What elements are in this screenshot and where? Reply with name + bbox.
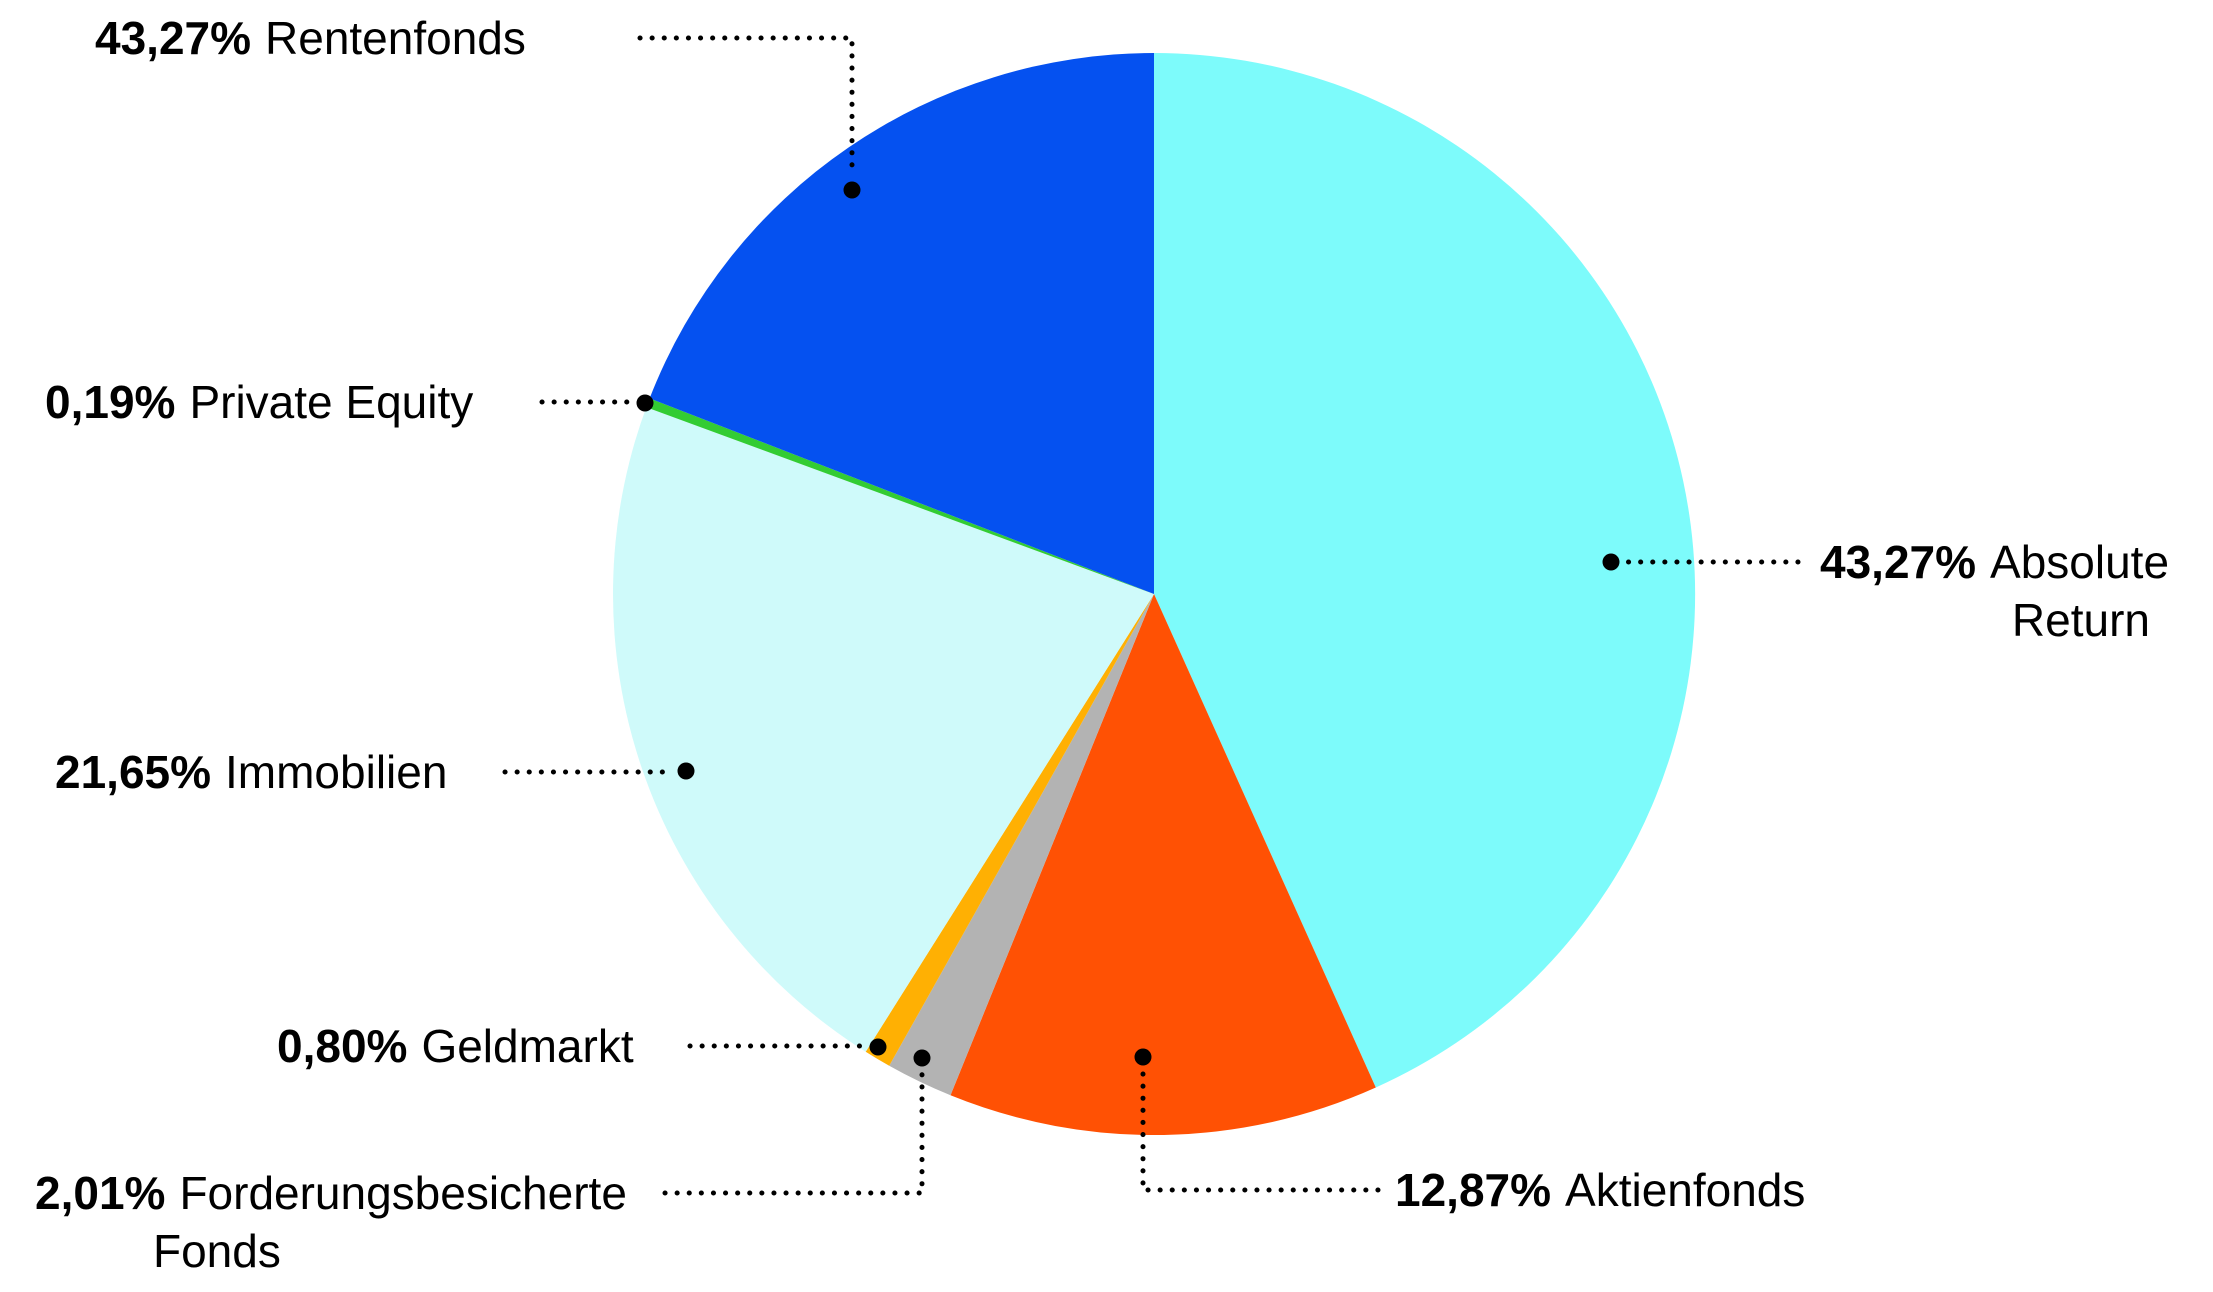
pie-slice-rentenfonds [649,53,1154,594]
leader-dot-aktienfonds [1134,1048,1152,1066]
callout-geldmarkt: 0,80% Geldmarkt [277,1017,634,1075]
callout-forderungsbesicherte-name2: Fonds [153,1225,281,1277]
pie-slice-geldmarkt [865,594,1154,1066]
leader-dot-rentenfonds [843,181,861,199]
callout-private-equity-value: 0,19% [45,376,176,428]
callout-immobilien-name: Immobilien [225,746,448,798]
callout-immobilien-value: 21,65% [55,746,212,798]
leader-dot-absolute_return [1602,553,1620,571]
callout-aktienfonds-value: 12,87% [1395,1164,1552,1216]
callout-forderungsbesicherte-fonds: 2,01% Forderungsbesicherte Fonds [35,1164,627,1280]
pie-slice-immobilien [613,407,1154,1052]
leader-dot-geldmarkt [869,1038,887,1056]
pie-slice-aktienfonds [950,594,1376,1136]
callout-absolute-return: 43,27% Absolute Return [1820,533,2169,649]
pie-slice-forderungsbesicherte_fonds [889,594,1154,1096]
callout-forderungsbesicherte-line1: 2,01% Forderungsbesicherte [35,1164,627,1222]
leader-line-forderungsbesicherte_fonds [662,1071,925,1196]
callout-aktienfonds: 12,87% Aktienfonds [1395,1161,1805,1219]
callout-forderungsbesicherte-name: Forderungsbesicherte [179,1167,627,1219]
callout-geldmarkt-name: Geldmarkt [421,1020,634,1072]
callout-absolute-return-value: 43,27% [1820,536,1977,588]
callout-private-equity: 0,19% Private Equity [45,373,473,431]
callout-absolute-return-line1: 43,27% Absolute [1820,533,2169,591]
leader-dot-immobilien [677,762,695,780]
leader-line-rentenfonds [637,35,855,179]
callout-rentenfonds-name: Rentenfonds [265,12,526,64]
callout-geldmarkt-value: 0,80% [277,1020,408,1072]
leader-dot-private_equity [636,394,654,412]
callout-private-equity-name: Private Equity [189,376,474,428]
callout-rentenfonds: 43,27% Rentenfonds [95,9,526,67]
callout-forderungsbesicherte-value: 2,01% [35,1167,166,1219]
callout-absolute-return-name: Absolute [1990,536,2170,588]
pie-slice-absolute_return [1154,52,1696,1088]
callout-absolute-return-line2: Return [1820,591,2150,649]
leader-dot-forderungsbesicherte_fonds [913,1049,931,1067]
leader-line-aktienfonds [1140,1070,1381,1193]
callout-immobilien: 21,65% Immobilien [55,743,447,801]
callout-rentenfonds-value: 43,27% [95,12,252,64]
callout-absolute-return-name2: Return [2011,594,2150,646]
callout-aktienfonds-name: Aktienfonds [1565,1164,1806,1216]
callout-forderungsbesicherte-line2: Fonds [35,1222,627,1280]
pie-slice-private_equity [646,398,1154,594]
